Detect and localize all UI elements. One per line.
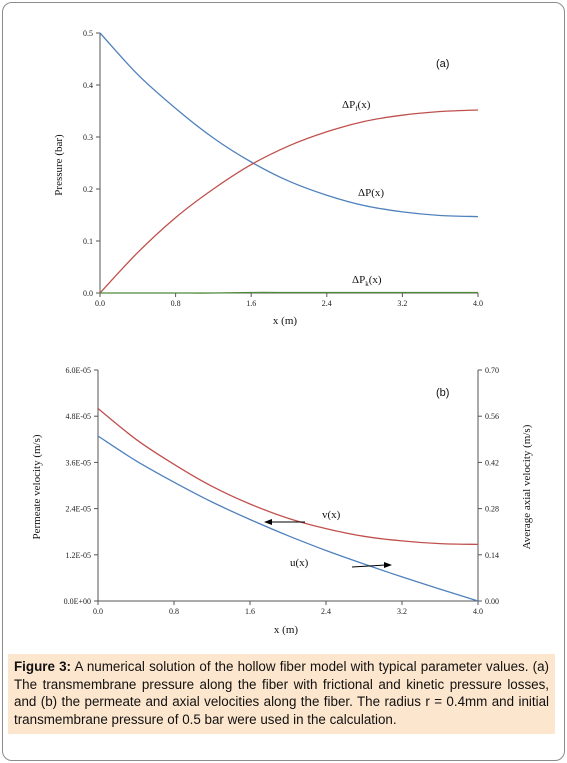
series-label-v: v(x)	[322, 509, 341, 521]
y-tick-label: 0.0	[83, 289, 93, 298]
chart-b: (b) x (m) Permeate velocity (m/s) Averag…	[31, 366, 533, 636]
x-tick-label: 0.0	[95, 299, 105, 308]
y-axis-label-b: Permeate velocity (m/s)	[31, 434, 43, 539]
chart-a: (a) x (m) Pressure (bar) 0.0 0.8 1.6 2.4 3.2…	[53, 29, 483, 327]
y-tick-right-label: 0.28	[485, 505, 499, 514]
panel-label-a: (a)	[436, 58, 449, 70]
x-tick-label: 1.6	[246, 299, 256, 308]
series-line-1	[97, 435, 479, 602]
series-label-pf: ΔPf(x)	[342, 99, 371, 113]
y-tick-label: 3.6E-05	[65, 458, 91, 467]
series-group-b	[97, 407, 479, 602]
x-tick-label: 4.0	[473, 299, 483, 308]
y-tick-label: 4.8E-05	[65, 412, 91, 421]
axes-b: 0.0 0.8 1.6 2.4 3.2 4.0 0.0E+00 1.2E-05 2.4E-05 3…	[64, 366, 499, 616]
axes-a: 0.0 0.8 1.6 2.4 3.2 4.0 0.0 0.1 0.2 0.3 0.4 0.5	[83, 29, 483, 308]
y-tick-right-label: 0.56	[485, 412, 499, 421]
series-label-p: ΔP(x)	[358, 187, 384, 199]
caption-label: Figure 3:	[14, 659, 72, 674]
y-tick-label: 2.4E-05	[65, 505, 91, 514]
y-tick-right-label: 0.00	[485, 597, 499, 606]
arrow-v-left	[264, 519, 305, 525]
x-tick-label: 0.0	[93, 607, 103, 616]
arrow-u-right	[351, 562, 392, 568]
y-tick-label: 0.2	[83, 185, 93, 194]
series-line-2	[99, 291, 478, 294]
x-tick-label: 4.0	[473, 607, 483, 616]
series-label-pk: ΔPk(x)	[352, 274, 382, 288]
x-tick-label: 0.8	[171, 299, 181, 308]
x-tick-label: 1.6	[245, 607, 255, 616]
x-tick-label: 2.4	[321, 607, 331, 616]
panel-label-b: (b)	[436, 387, 449, 399]
x-tick-label: 0.8	[169, 607, 179, 616]
y-tick-right-label: 0.70	[485, 366, 499, 375]
y-tick-right-label: 0.14	[485, 551, 499, 560]
y-tick-label: 0.0E+00	[64, 597, 91, 606]
y-tick-right-label: 0.42	[485, 458, 499, 467]
y-tick-label: 0.3	[83, 133, 93, 142]
figure-caption: Figure 3: A numerical solution of the ho…	[8, 654, 555, 734]
y-tick-label: 6.0E-05	[65, 366, 91, 375]
x-tick-label: 3.2	[397, 607, 407, 616]
series-line-1	[99, 109, 479, 294]
x-tick-label: 3.2	[397, 299, 407, 308]
caption-text: A numerical solution of the hollow fiber…	[14, 659, 549, 727]
series-line-0	[97, 407, 479, 546]
y-axis-right-label-b: Average axial velocity (m/s)	[521, 424, 533, 549]
x-tick-label: 2.4	[322, 299, 332, 308]
x-axis-label-b: x (m)	[274, 624, 298, 636]
x-axis-label-a: x (m)	[273, 315, 297, 327]
series-group-a	[99, 32, 479, 294]
series-label-u: u(x)	[290, 557, 309, 569]
y-tick-label: 1.2E-05	[65, 551, 91, 560]
y-axis-label-a: Pressure (bar)	[53, 134, 65, 196]
y-tick-label: 0.1	[83, 237, 93, 246]
y-tick-label: 0.4	[83, 81, 93, 90]
y-tick-label: 0.5	[83, 29, 93, 38]
series-line-0	[99, 32, 479, 218]
